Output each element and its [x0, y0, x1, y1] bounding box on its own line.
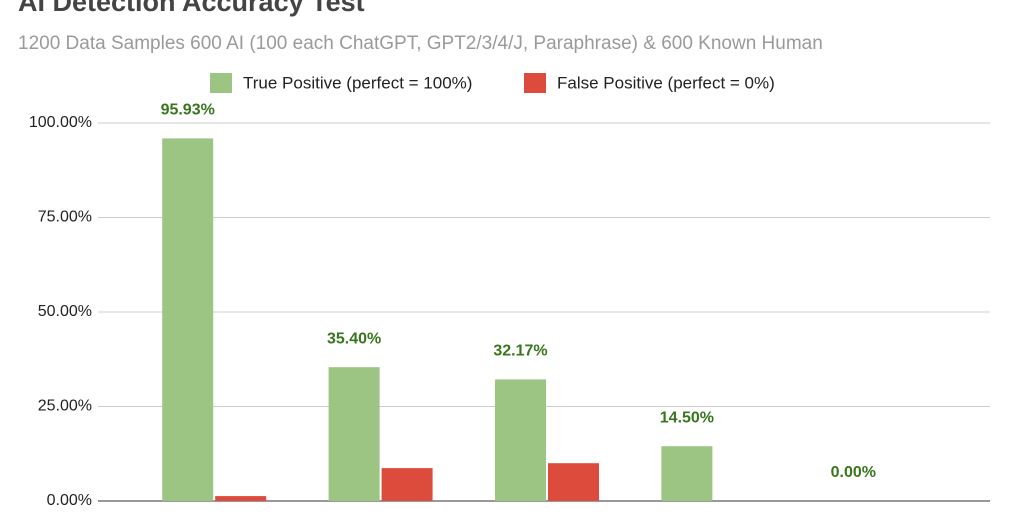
legend-label: True Positive (perfect = 100%): [243, 73, 472, 92]
data-label: 95.93%: [161, 102, 215, 119]
legend: True Positive (perfect = 100%) False Posi…: [210, 73, 775, 93]
legend-swatch: [210, 73, 232, 93]
bar: [661, 446, 713, 501]
data-label: 32.17%: [493, 343, 547, 360]
data-label: 0.00%: [831, 464, 876, 481]
y-tick-label: 25.00%: [38, 398, 92, 415]
bar: [162, 138, 214, 502]
y-tick-label: 0.00%: [47, 492, 92, 509]
bar: [495, 379, 546, 501]
bar: [328, 367, 380, 501]
y-tick-label: 75.00%: [38, 209, 92, 226]
bar: [215, 496, 267, 501]
y-tick-label: 100.00%: [29, 114, 92, 131]
data-label: 14.50%: [660, 409, 714, 426]
bars: 95.93% 35.40% 32.17% 14.50% 0.00%: [161, 102, 876, 502]
chart-title: AI Detection Accuracy Test: [18, 0, 365, 17]
legend-label: False Positive (perfect = 0%): [557, 73, 775, 92]
bar: [381, 468, 433, 501]
legend-swatch: [524, 73, 546, 93]
data-label: 35.40%: [327, 330, 381, 347]
bar: [548, 463, 599, 501]
chart-subtitle: 1200 Data Samples 600 AI (100 each ChatG…: [18, 33, 823, 54]
y-tick-label: 50.00%: [38, 303, 92, 320]
